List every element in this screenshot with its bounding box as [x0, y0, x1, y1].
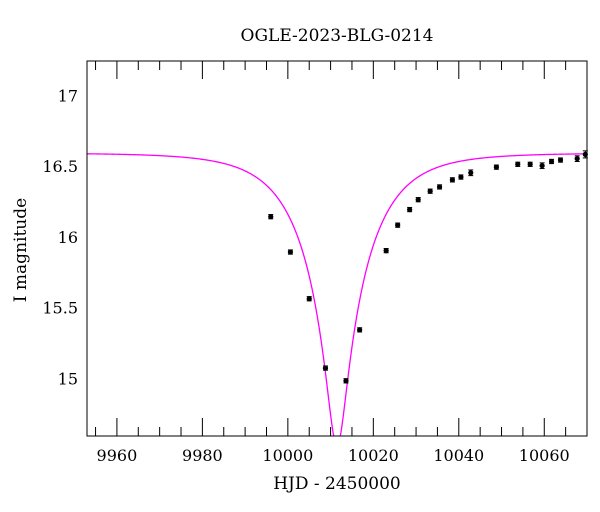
data-point-17 — [527, 161, 533, 167]
data-point-16 — [515, 161, 521, 167]
data-point-5 — [357, 327, 363, 333]
y-axis-label: I magnitude — [11, 198, 31, 302]
data-point-11 — [436, 184, 443, 190]
data-point-9 — [415, 197, 421, 203]
y-tick-label: 16.5 — [42, 157, 78, 176]
data-point-19 — [548, 158, 555, 165]
x-tick-label: 9960 — [97, 446, 138, 465]
plot-area: 9960 9980 10000 10020 10040 10060 15 15.5 16 16.5… — [42, 60, 588, 465]
data-point-4 — [343, 378, 349, 384]
x-tick-label: 10000 — [262, 446, 313, 465]
data-point-12 — [449, 177, 455, 183]
y-tick-label: 17 — [58, 86, 78, 105]
data-point-14 — [468, 170, 474, 176]
x-tick-label: 10060 — [519, 446, 570, 465]
x-tick-label: 10040 — [433, 446, 484, 465]
x-axis-label: HJD - 2450000 — [273, 474, 401, 494]
data-point-3 — [322, 365, 329, 371]
y-tick-label: 16 — [58, 228, 78, 247]
x-tick-label: 9980 — [182, 446, 223, 465]
data-point-18 — [539, 163, 545, 169]
data-point-0 — [268, 214, 274, 220]
chart-title: OGLE-2023-BLG-0214 — [241, 26, 434, 46]
data-point-20 — [557, 157, 564, 163]
data-point-7 — [395, 222, 401, 228]
data-point-1 — [287, 249, 294, 255]
data-point-13 — [458, 174, 464, 180]
y-tick-label: 15 — [58, 369, 78, 388]
x-tick-label: 10020 — [348, 446, 399, 465]
model-curve — [87, 153, 587, 436]
data-point-10 — [427, 188, 433, 194]
data-point-6 — [383, 248, 389, 254]
plot-frame — [86, 60, 588, 437]
y-tick-label: 15.5 — [42, 299, 78, 318]
data-point-2 — [306, 296, 312, 302]
data-point-15 — [493, 164, 500, 170]
data-point-8 — [407, 206, 413, 213]
data-point-21 — [574, 156, 580, 162]
